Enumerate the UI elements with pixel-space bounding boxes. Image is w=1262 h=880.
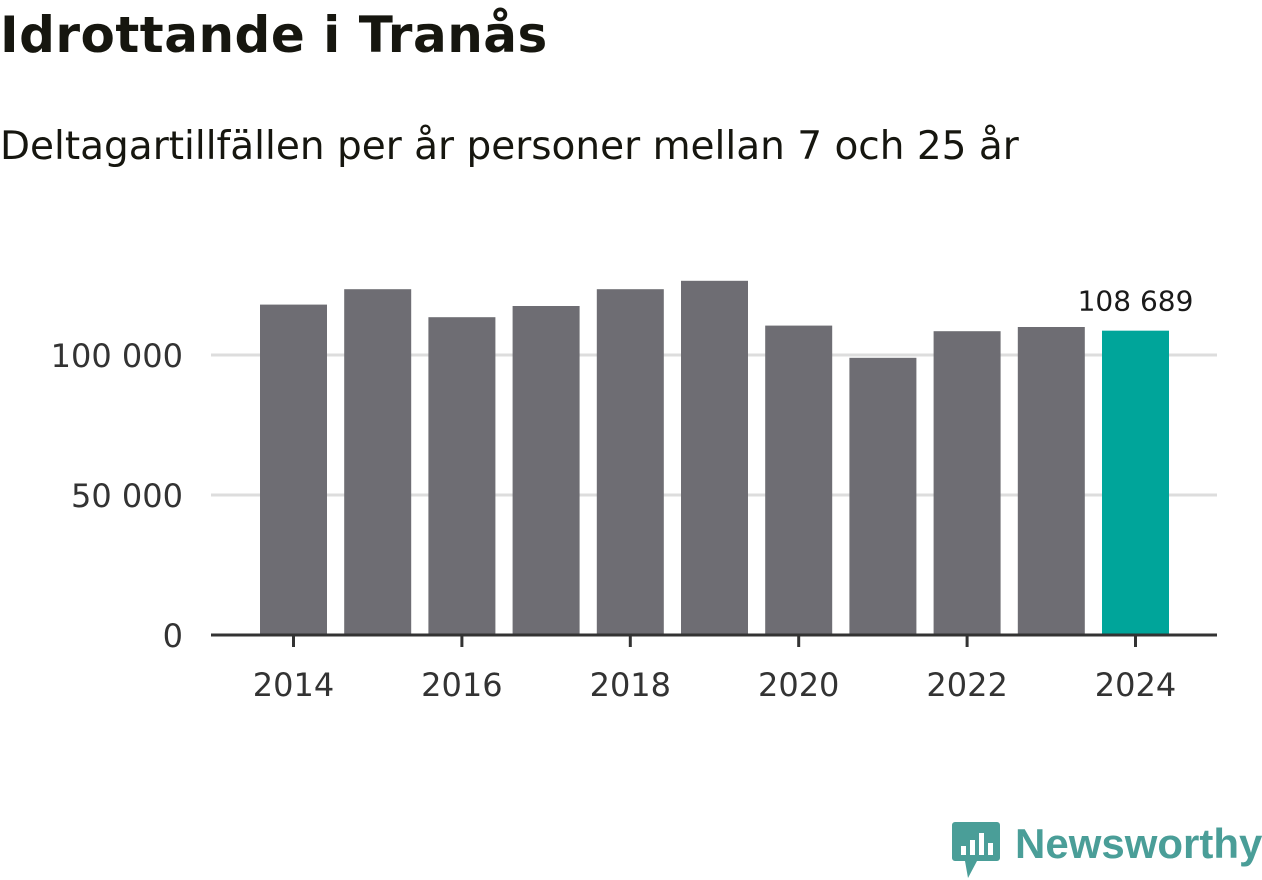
bar-2016	[428, 317, 496, 635]
bar-2019	[681, 280, 748, 635]
x-tick-label: 2018	[590, 666, 671, 704]
y-tick-label: 50 000	[71, 477, 183, 515]
bar-2024	[1102, 330, 1169, 635]
bar-2021	[849, 357, 917, 635]
bar-2015	[344, 289, 412, 635]
x-tick-label: 2020	[758, 666, 839, 704]
x-tick-label: 2022	[926, 666, 1007, 704]
y-tick-label: 100 000	[51, 337, 183, 375]
x-tick-label: 2016	[421, 666, 502, 704]
axes: 0 50 000 100 000 2014 2016 2018 2020 2022 2024	[51, 337, 1217, 704]
data-labels: 108 689	[1078, 285, 1194, 318]
bar-2022	[933, 331, 1001, 635]
bar-2017	[512, 306, 580, 635]
x-tick-label: 2014	[253, 666, 334, 704]
bar-2020	[765, 325, 833, 635]
bars	[260, 280, 1169, 635]
x-tick-label: 2024	[1095, 666, 1176, 704]
y-tick-label: 0	[163, 617, 183, 655]
bar-2023	[1017, 327, 1085, 635]
bar-2014	[260, 304, 327, 635]
brand-logo: Newsworthy	[951, 820, 1262, 880]
newsworthy-logo-icon	[952, 822, 1000, 878]
chart-title: Idrottande i Tranås	[0, 6, 548, 64]
chart-subtitle: Deltagartillfällen per år personer mella…	[0, 124, 1019, 169]
bar-2018	[596, 289, 664, 635]
data-label: 108 689	[1078, 285, 1194, 318]
brand-name: Newsworthy	[1015, 820, 1262, 867]
